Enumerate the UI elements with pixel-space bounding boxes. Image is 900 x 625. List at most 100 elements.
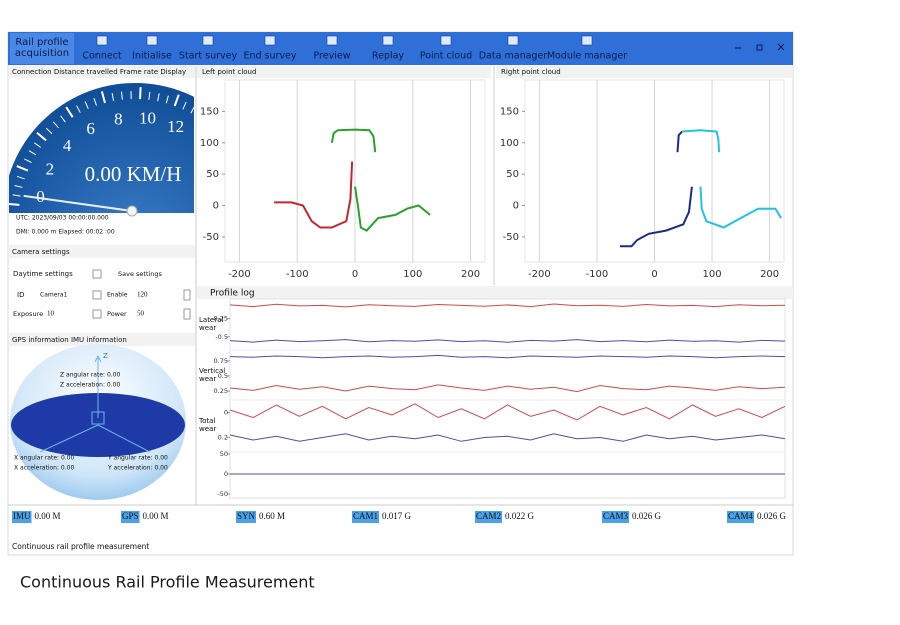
y-tick-label: 0	[213, 201, 219, 212]
panel-header	[197, 286, 793, 299]
button-icon	[382, 35, 394, 46]
toolbar-button[interactable]: Connect	[82, 35, 122, 62]
dropdown[interactable]	[92, 269, 102, 279]
dropdown[interactable]	[92, 290, 102, 300]
gauge-tick	[190, 106, 194, 114]
button-icon	[440, 35, 452, 46]
panel-header	[496, 66, 793, 78]
gauge-tick	[16, 165, 29, 172]
gauge-label: 8	[114, 109, 123, 128]
profile-line	[620, 186, 693, 248]
y-tick-label: 0.5	[218, 372, 228, 380]
x-tick-label: 100	[403, 269, 422, 280]
toolbar-button[interactable]: Point cloud	[420, 35, 472, 62]
gauge-label: 0	[36, 187, 45, 206]
gauge-tick	[121, 91, 123, 100]
value: 10	[47, 310, 55, 318]
profile-line	[354, 186, 431, 232]
y-tick-label: -50	[503, 232, 519, 243]
caption: Continuous Rail Profile Measurement	[20, 573, 315, 592]
status-value: 0.022 G	[505, 511, 535, 521]
toolbar-button[interactable]: Initialise	[132, 35, 172, 62]
x-tick-label: 100	[703, 269, 722, 280]
toolbar-button[interactable]: Module manager	[547, 35, 627, 62]
gauge-tick	[165, 95, 169, 104]
panel-title: GPS information IMU information	[12, 336, 127, 344]
label: ID	[17, 291, 24, 299]
status-label-bg	[602, 511, 630, 523]
spinner[interactable]	[183, 308, 191, 320]
gauge-tick	[157, 93, 160, 102]
gauge-tick	[9, 202, 20, 206]
panel-label: Lateral wear	[199, 315, 224, 332]
panel-header	[197, 66, 491, 78]
button-label: Replay	[372, 51, 405, 62]
panel-title: Left point cloud	[202, 68, 256, 76]
y-tick-label: 0.2	[218, 434, 228, 442]
button-icon	[581, 35, 593, 46]
status-label-bg	[475, 511, 503, 523]
profile-line	[699, 186, 782, 229]
log-line	[229, 303, 786, 308]
imu-value: X acceleration: 0.00	[14, 465, 74, 472]
app-title-box	[10, 33, 74, 64]
y-tick-label: 100	[200, 138, 219, 149]
y-tick-label: 0	[224, 409, 228, 417]
y-tick-label: 150	[200, 106, 219, 117]
y-tick-label: -50	[217, 490, 228, 498]
toolbar-button[interactable]: Start survey	[179, 35, 238, 62]
imu-value: Y angular rate: 0.00	[107, 455, 168, 462]
toolbar-button[interactable]: Replay	[372, 35, 405, 62]
panel-label: Vertical wear	[199, 367, 226, 383]
status-label: IMU	[13, 511, 31, 521]
status-label: SYN	[237, 511, 256, 521]
button-label: Start survey	[179, 51, 238, 62]
status-value: 0.00 M	[35, 511, 61, 521]
spinner[interactable]	[183, 289, 191, 301]
gauge-tick	[24, 158, 32, 164]
speed-readout: 0.00 KM/H	[85, 162, 182, 186]
plot-area	[229, 298, 786, 499]
needle-hub	[126, 205, 138, 217]
status-label-bg	[236, 511, 257, 523]
button-label: Point cloud	[420, 51, 472, 62]
y-tick-label: 0	[513, 201, 519, 212]
label: Daytime settings	[13, 270, 73, 278]
speed-gauge	[9, 79, 194, 213]
x-tick-label: 0	[352, 269, 358, 280]
y-tick-label: 0.25	[214, 387, 228, 395]
gauge-label: 6	[86, 119, 95, 138]
panel-title: Connection Distance travelled Frame rate…	[12, 68, 186, 76]
button-label: Data manager	[479, 51, 547, 62]
gauge-tick	[60, 115, 66, 123]
status-label: CAM1	[353, 511, 378, 521]
gauge-needle	[23, 194, 133, 212]
window-controls[interactable]	[735, 43, 785, 51]
imu-value: X angular rate: 0.00	[14, 455, 74, 462]
gauge-tick	[182, 101, 187, 110]
gauge-tick	[93, 97, 97, 106]
label: Exposure	[13, 310, 43, 318]
status-value: 0.026 G	[757, 511, 787, 521]
profile-line	[676, 130, 683, 153]
button-label: End survey	[243, 51, 296, 62]
gauge-tick	[28, 150, 37, 156]
x-tick-label: -200	[228, 269, 251, 280]
y-tick-label: 100	[500, 138, 519, 149]
y-tick-label: -50	[203, 232, 219, 243]
toolbar-button[interactable]: End survey	[243, 35, 297, 62]
x-tick-label: -100	[286, 269, 309, 280]
imu-value: Z acceleration: 0.00	[60, 382, 120, 389]
gauge-tick	[52, 121, 59, 129]
gauge-tick	[148, 91, 151, 100]
toolbar-button[interactable]: Data manager	[479, 35, 547, 62]
status-label: CAM3	[603, 511, 629, 521]
save-button[interactable]: Save settings	[118, 270, 163, 278]
toolbar-button[interactable]: Preview	[314, 35, 351, 62]
dropdown[interactable]	[92, 309, 102, 319]
button-icon	[264, 35, 276, 46]
status-label: CAM2	[476, 511, 501, 521]
button-icon	[202, 35, 214, 46]
button-icon	[96, 35, 108, 46]
